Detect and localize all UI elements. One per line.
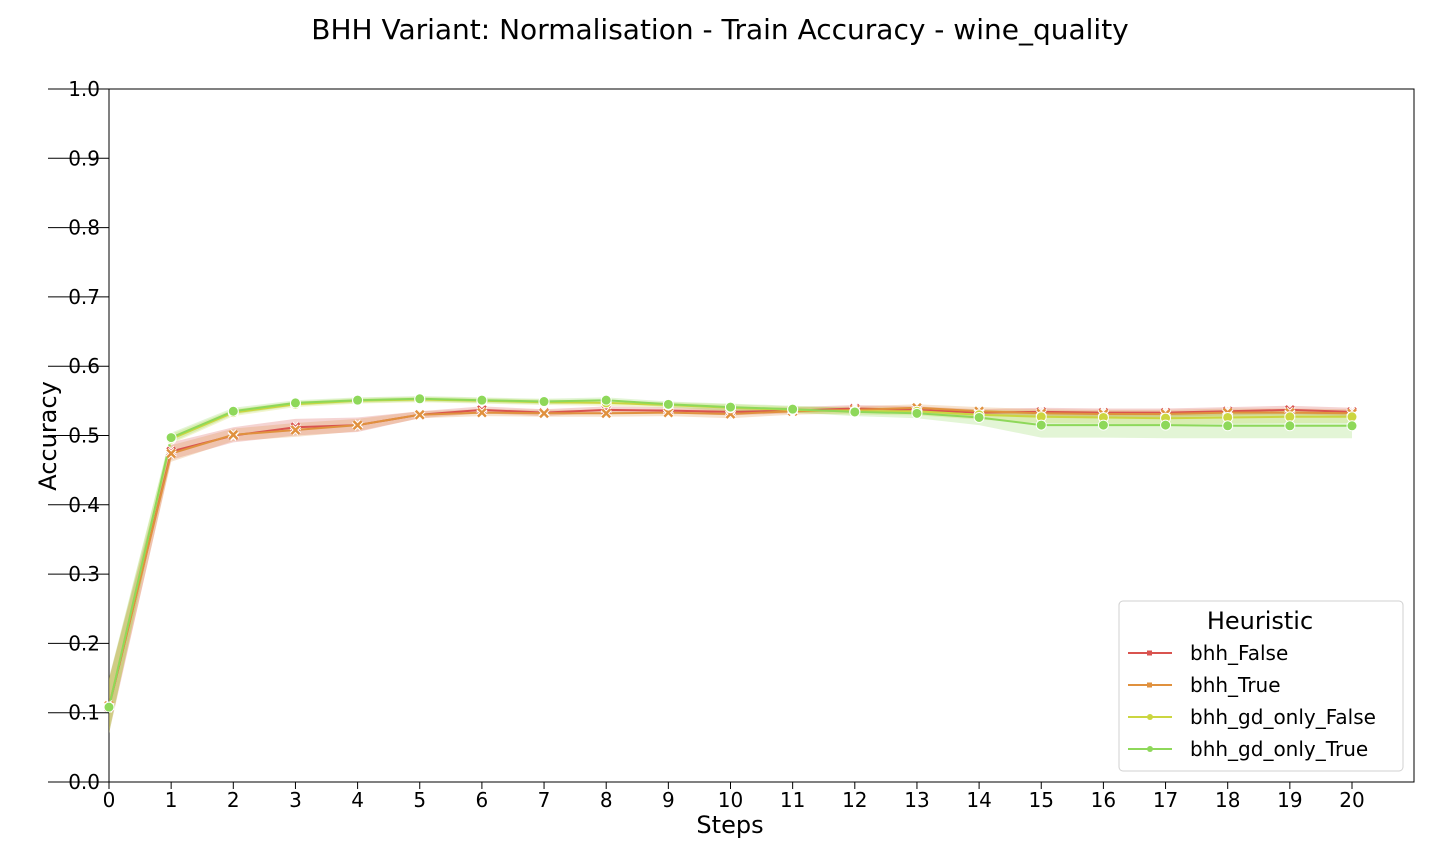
point-bhh-gd-only-True [227, 405, 239, 417]
point-bhh-gd-only-False [1284, 411, 1296, 423]
x-tick-label: 11 [780, 788, 805, 812]
point-bhh-gd-only-False [1346, 411, 1358, 423]
point-bhh-gd-only-True [1222, 420, 1234, 432]
point-bhh-gd-only-True [911, 407, 923, 419]
x-tick-label: 0 [103, 788, 116, 812]
x-tick-label: 13 [904, 788, 929, 812]
point-bhh-gd-only-True [414, 393, 426, 405]
x-tick-label: 17 [1153, 788, 1178, 812]
legend-items: bhh_False bhh_True bhh_gd_only_False bhh_gd… [1128, 641, 1376, 761]
legend-title: Heuristic [1207, 607, 1313, 635]
x-axis: 0 1 2 3 4 5 6 7 8 9 10 11 12 13 14 15 16 17 18 19 20 [103, 782, 1365, 812]
point-bhh-gd-only-True [849, 406, 861, 418]
point-bhh-gd-only-True [103, 701, 115, 713]
point-bhh-gd-only-True [476, 394, 488, 406]
point-bhh-True [289, 424, 302, 436]
legend-label-bhh-False: bhh_False [1190, 641, 1288, 665]
point-bhh-True [662, 407, 674, 419]
point-bhh-True [538, 407, 550, 419]
x-tick-label: 6 [476, 788, 489, 812]
point-bhh-gd-only-True [165, 432, 177, 444]
x-tick-label: 4 [351, 788, 364, 812]
y-tick-label: 1.0 [68, 77, 100, 101]
y-tick-label: 0.4 [68, 493, 100, 517]
x-tick-label: 3 [289, 788, 302, 812]
x-tick-label: 1 [165, 788, 178, 812]
legend-label-bhh-True: bhh_True [1190, 673, 1281, 697]
point-bhh-True [165, 447, 177, 460]
y-tick-label: 0.3 [68, 562, 100, 586]
x-tick-label: 19 [1277, 788, 1302, 812]
point-bhh-True [227, 429, 239, 441]
x-tick-label: 20 [1339, 788, 1364, 812]
legend-item-bhh-False: bhh_False [1128, 641, 1288, 665]
point-bhh-True [476, 407, 488, 419]
x-axis-label: Steps [696, 811, 763, 839]
point-bhh-gd-only-True [538, 396, 550, 408]
y-axis: 0.0 0.1 0.2 0.3 0.4 0.5 0.6 0.7 0.8 0.9 1.0 [48, 77, 109, 794]
legend-label-bhh-gd-only-False: bhh_gd_only_False [1190, 705, 1376, 729]
point-bhh-gd-only-True [973, 411, 985, 423]
point-bhh-gd-only-True [1035, 419, 1047, 431]
point-bhh-gd-only-True [1346, 420, 1358, 432]
y-tick-label: 0.5 [68, 424, 100, 448]
point-bhh-gd-only-True [725, 401, 736, 413]
y-tick-label: 0.7 [68, 285, 100, 309]
y-tick-label: 0.1 [68, 701, 100, 725]
y-tick-label: 0.8 [68, 216, 100, 240]
x-tick-label: 16 [1091, 788, 1116, 812]
point-bhh-gd-only-True [787, 403, 799, 415]
x-tick-label: 18 [1215, 788, 1240, 812]
x-tick-label: 9 [662, 788, 675, 812]
x-tick-label: 15 [1029, 788, 1054, 812]
legend-item-bhh-gd-only-True: bhh_gd_only_True [1128, 737, 1368, 761]
point-bhh-gd-only-True [1160, 419, 1172, 431]
chart-title: BHH Variant: Normalisation - Train Accur… [311, 13, 1129, 46]
x-tick-label: 2 [227, 788, 240, 812]
point-bhh-gd-only-True [600, 394, 612, 406]
y-tick-label: 0.9 [68, 146, 100, 170]
x-tick-label: 8 [600, 788, 613, 812]
point-bhh-gd-only-True [1097, 419, 1109, 431]
y-tick-label: 0.6 [68, 354, 100, 378]
point-bhh-gd-only-True [352, 394, 364, 406]
x-tick-label: 12 [842, 788, 867, 812]
legend-item-bhh-True: bhh_True [1128, 673, 1281, 697]
point-bhh-gd-only-True [1284, 420, 1296, 432]
point-bhh-gd-only-True [289, 397, 301, 409]
legend-box [1118, 600, 1404, 772]
point-bhh-True [600, 407, 612, 419]
point-bhh-True [352, 419, 364, 431]
legend-label-bhh-gd-only-True: bhh_gd_only_True [1190, 737, 1368, 761]
legend: Heuristic bhh_False bhh_True bhh_gd_only_F… [1118, 600, 1404, 772]
x-tick-label: 14 [966, 788, 991, 812]
x-tick-label: 10 [718, 788, 743, 812]
point-bhh-gd-only-True [662, 398, 674, 410]
series-markers [103, 393, 1358, 713]
x-tick-label: 7 [538, 788, 551, 812]
y-tick-label: 0.0 [68, 770, 100, 794]
x-tick-label: 5 [413, 788, 426, 812]
point-bhh-True [414, 409, 426, 421]
y-tick-label: 0.2 [68, 631, 100, 655]
y-axis-label: Accuracy [34, 381, 62, 491]
legend-item-bhh-gd-only-False: bhh_gd_only_False [1128, 705, 1376, 729]
